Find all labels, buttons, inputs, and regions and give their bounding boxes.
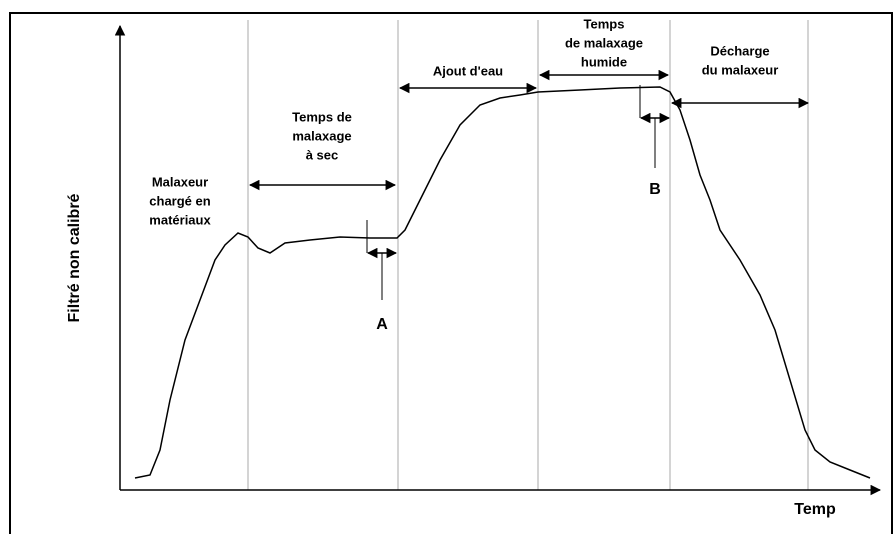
phase-label: Temps — [584, 16, 625, 31]
y-axis-label: Filtré non calibré — [66, 193, 83, 322]
phase-dividers — [247, 20, 809, 490]
phase-label: Malaxeur — [152, 174, 208, 189]
phase-arrows — [248, 69, 810, 191]
marker-label: A — [376, 316, 388, 333]
phase-label: matériaux — [149, 212, 211, 227]
phase-label: à sec — [306, 147, 339, 162]
phase-label: Décharge — [710, 43, 769, 58]
phase-label: Temps de — [292, 109, 352, 124]
signal-curve — [134, 86, 871, 479]
phase-labels: Malaxeur chargé en matériaux Temps de malaxa… — [149, 16, 778, 227]
marker-b — [639, 85, 671, 168]
x-axis-label: Temp — [794, 501, 836, 518]
frame — [9, 12, 893, 534]
phase-label: malaxage — [292, 128, 351, 143]
phase-label: humide — [581, 54, 627, 69]
marker-label: B — [649, 181, 661, 198]
phase-label: de malaxage — [565, 35, 643, 50]
marker-a — [366, 220, 398, 300]
phase-label: Ajout d'eau — [433, 63, 503, 78]
phase-label: du malaxeur — [702, 62, 779, 77]
phase-label: chargé en — [149, 193, 210, 208]
